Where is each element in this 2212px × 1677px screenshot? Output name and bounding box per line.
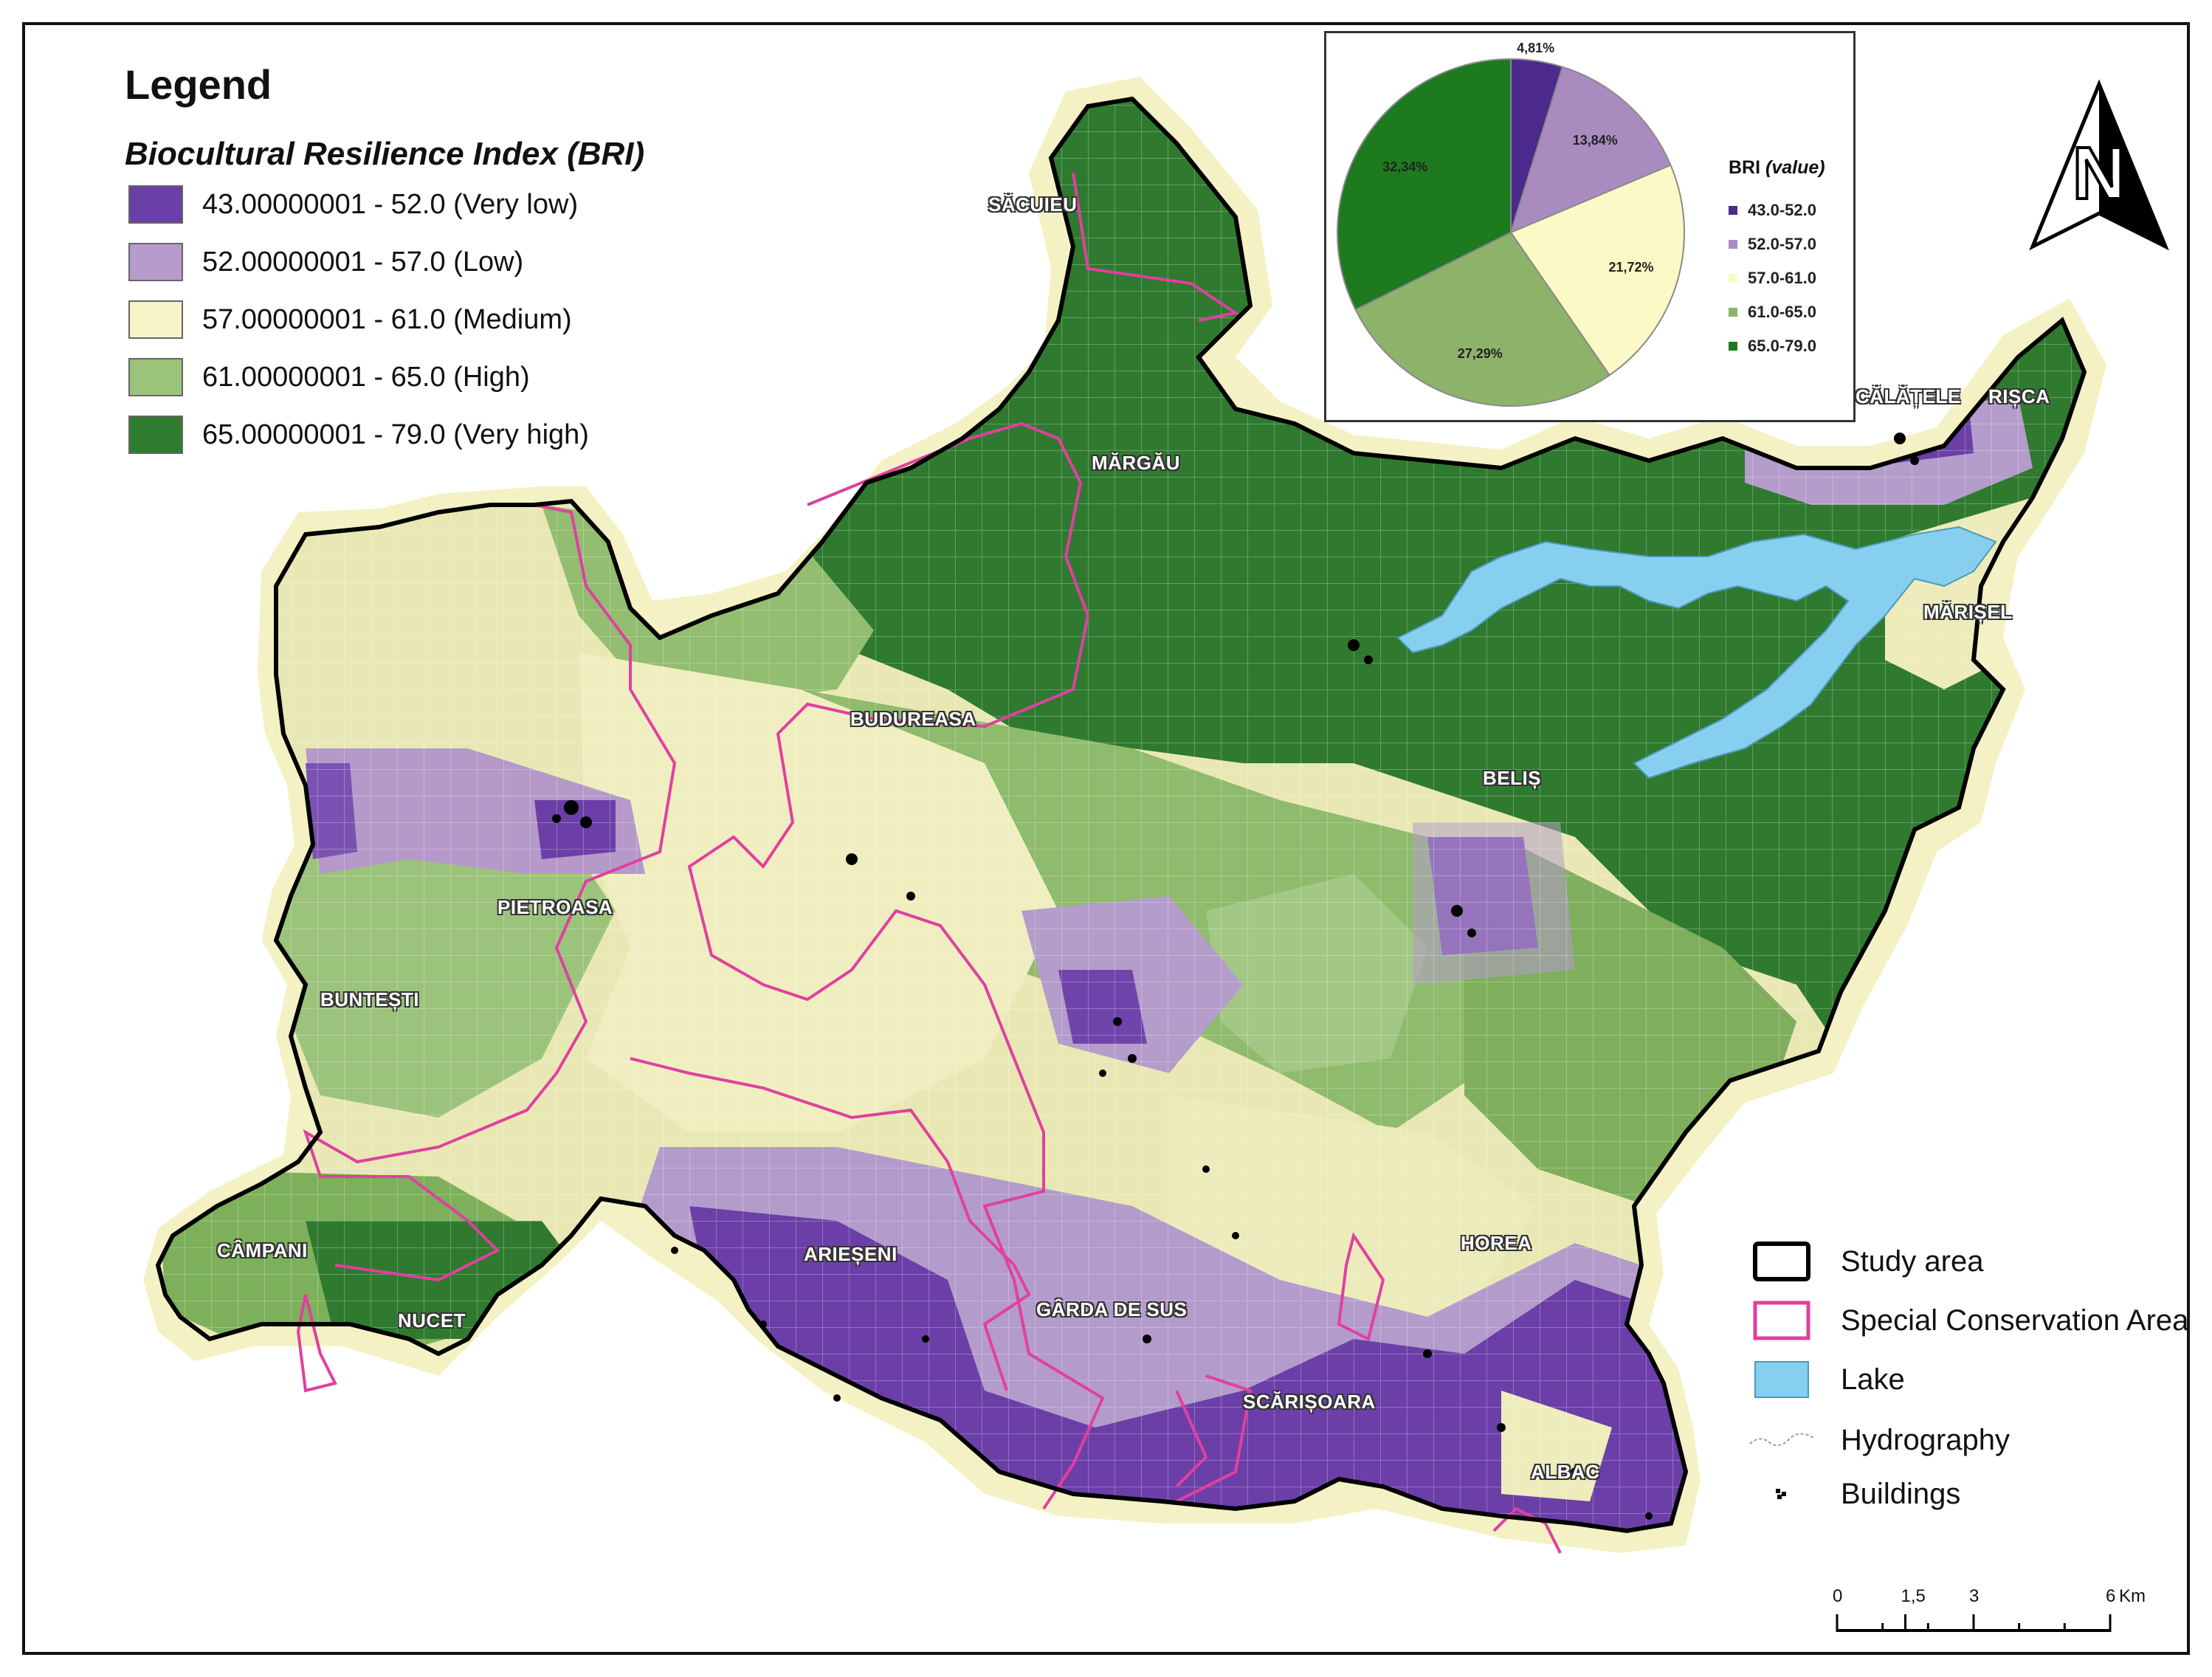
symbol-legend-item: Hydrography <box>1745 1414 2010 1466</box>
place-label: MĂRIȘEL <box>1923 601 2013 623</box>
scale-tick-label: 6 <box>2106 1586 2116 1606</box>
pie-chart <box>1337 58 1685 407</box>
lake <box>1396 526 1997 779</box>
place-label: RIȘCA <box>1988 385 2050 407</box>
pie-slice <box>1354 231 1611 407</box>
legend-class-row: 65.00000001 - 79.0 (Very high) <box>128 414 589 455</box>
place-label: CĂLĂȚELE <box>1856 385 1961 407</box>
pie-legend-label: 52.0-57.0 <box>1748 235 1816 253</box>
pie-legend-item: 65.0-79.0 <box>1729 335 1816 357</box>
legend-class-row: 57.00000001 - 61.0 (Medium) <box>128 299 572 340</box>
place-label: ARIEȘENI <box>804 1243 897 1265</box>
pie-slice <box>1509 164 1685 376</box>
north-arrow-icon: N <box>2029 79 2169 251</box>
pie-legend-title: BRI (value) <box>1729 157 1825 178</box>
legend-subtitle: Biocultural Resilience Index (BRI) <box>125 136 645 172</box>
pie-slice-label: 21,72% <box>1608 260 1654 275</box>
pie-legend-label: 61.0-65.0 <box>1748 303 1816 321</box>
place-label: BELIȘ <box>1483 767 1542 789</box>
pie-slice-label: 32,34% <box>1382 159 1428 174</box>
pie-chart-inset: 4,81% 13,84% 21,72% 27,29% 32,34% BRI (value… <box>1324 31 1856 422</box>
symbol-legend-label: Special Conservation Area <box>1841 1304 2189 1337</box>
legend-swatch <box>128 358 183 396</box>
pie-legend-swatch <box>1729 342 1737 351</box>
place-label: GÂRDA DE SUS <box>1036 1298 1188 1320</box>
river-line-icon <box>1745 1414 1819 1466</box>
place-label: ALBAC <box>1531 1461 1600 1483</box>
place-label: CÂMPANI <box>217 1239 308 1261</box>
scale-unit: Km <box>2119 1586 2146 1606</box>
pie-legend-label: 43.0-52.0 <box>1748 201 1816 219</box>
legend-swatch <box>128 300 183 339</box>
pie-legend-item: 43.0-52.0 <box>1729 199 1816 221</box>
pie-slice <box>1337 58 1512 311</box>
legend-swatch <box>128 243 183 281</box>
legend-swatch <box>128 416 183 454</box>
conservation-outline-icon <box>1745 1295 1819 1346</box>
legend-class-label: 57.00000001 - 61.0 (Medium) <box>202 303 572 335</box>
pie-legend-swatch <box>1729 308 1737 317</box>
scale-bar: 0 1,5 3 6 Km <box>1830 1586 2154 1638</box>
legend-title: Legend <box>125 61 272 108</box>
map-frame: Legend Biocultural Resilience Index (BRI… <box>22 22 2190 1655</box>
pie-legend-label: 65.0-79.0 <box>1748 337 1816 355</box>
place-label: PIETROASA <box>497 896 613 918</box>
legend-class-label: 43.00000001 - 52.0 (Very low) <box>202 188 579 220</box>
place-label: SCĂRIȘOARA <box>1243 1391 1376 1413</box>
building-dots-icon <box>1745 1468 1819 1520</box>
symbol-legend-label: Study area <box>1841 1244 1984 1278</box>
legend-class-label: 61.00000001 - 65.0 (High) <box>202 361 530 393</box>
pie-slice-label: 13,84% <box>1572 132 1618 148</box>
pie-legend-label: 57.0-61.0 <box>1748 269 1816 287</box>
symbol-legend-label: Hydrography <box>1841 1423 2011 1456</box>
pie-slice <box>1509 66 1672 234</box>
pie-legend-swatch <box>1729 274 1737 283</box>
legend-class-label: 52.00000001 - 57.0 (Low) <box>202 246 524 278</box>
place-label: BUNTEȘTI <box>320 988 419 1010</box>
pie-legend-swatch <box>1729 240 1737 249</box>
place-label: BUDUREASA <box>850 708 976 730</box>
legend-class-row: 61.00000001 - 65.0 (High) <box>128 357 530 398</box>
scale-tick-label: 3 <box>1969 1586 1980 1606</box>
north-letter: N <box>2073 132 2126 215</box>
pie-slice-label: 4,81% <box>1517 40 1555 55</box>
legend-class-label: 65.00000001 - 79.0 (Very high) <box>202 419 589 450</box>
legend-swatch <box>128 185 183 224</box>
place-label: NUCET <box>398 1309 466 1332</box>
symbol-legend-item: Buildings <box>1745 1468 1960 1520</box>
pie-legend-item: 52.0-57.0 <box>1729 233 1816 255</box>
place-label: HOREA <box>1461 1232 1532 1254</box>
scale-tick-label: 1,5 <box>1901 1586 1926 1606</box>
symbol-legend-item: Special Conservation Area <box>1745 1295 2189 1346</box>
legend-class-row: 52.00000001 - 57.0 (Low) <box>128 241 523 283</box>
symbol-legend-label: Lake <box>1841 1363 1905 1396</box>
pie-legend-item: 57.0-61.0 <box>1729 267 1816 289</box>
place-label: SĂCUIEU <box>988 193 1078 216</box>
conservation-areas <box>296 172 1562 1554</box>
scale-tick-label: 0 <box>1833 1586 1843 1606</box>
study-area-outline-icon <box>1745 1236 1819 1287</box>
legend-class-row: 43.00000001 - 52.0 (Very low) <box>128 184 578 225</box>
symbol-legend-label: Buildings <box>1841 1477 1961 1510</box>
symbol-legend-item: Lake <box>1745 1354 1905 1405</box>
pie-slice-label: 27,29% <box>1457 345 1503 361</box>
symbol-legend-item: Study area <box>1745 1236 1983 1287</box>
lake-fill-icon <box>1745 1354 1819 1405</box>
pie-legend-swatch <box>1729 206 1737 215</box>
building-clusters <box>552 433 1919 1520</box>
place-label: MĂRGĂU <box>1092 452 1180 474</box>
pie-legend-item: 61.0-65.0 <box>1729 301 1816 323</box>
